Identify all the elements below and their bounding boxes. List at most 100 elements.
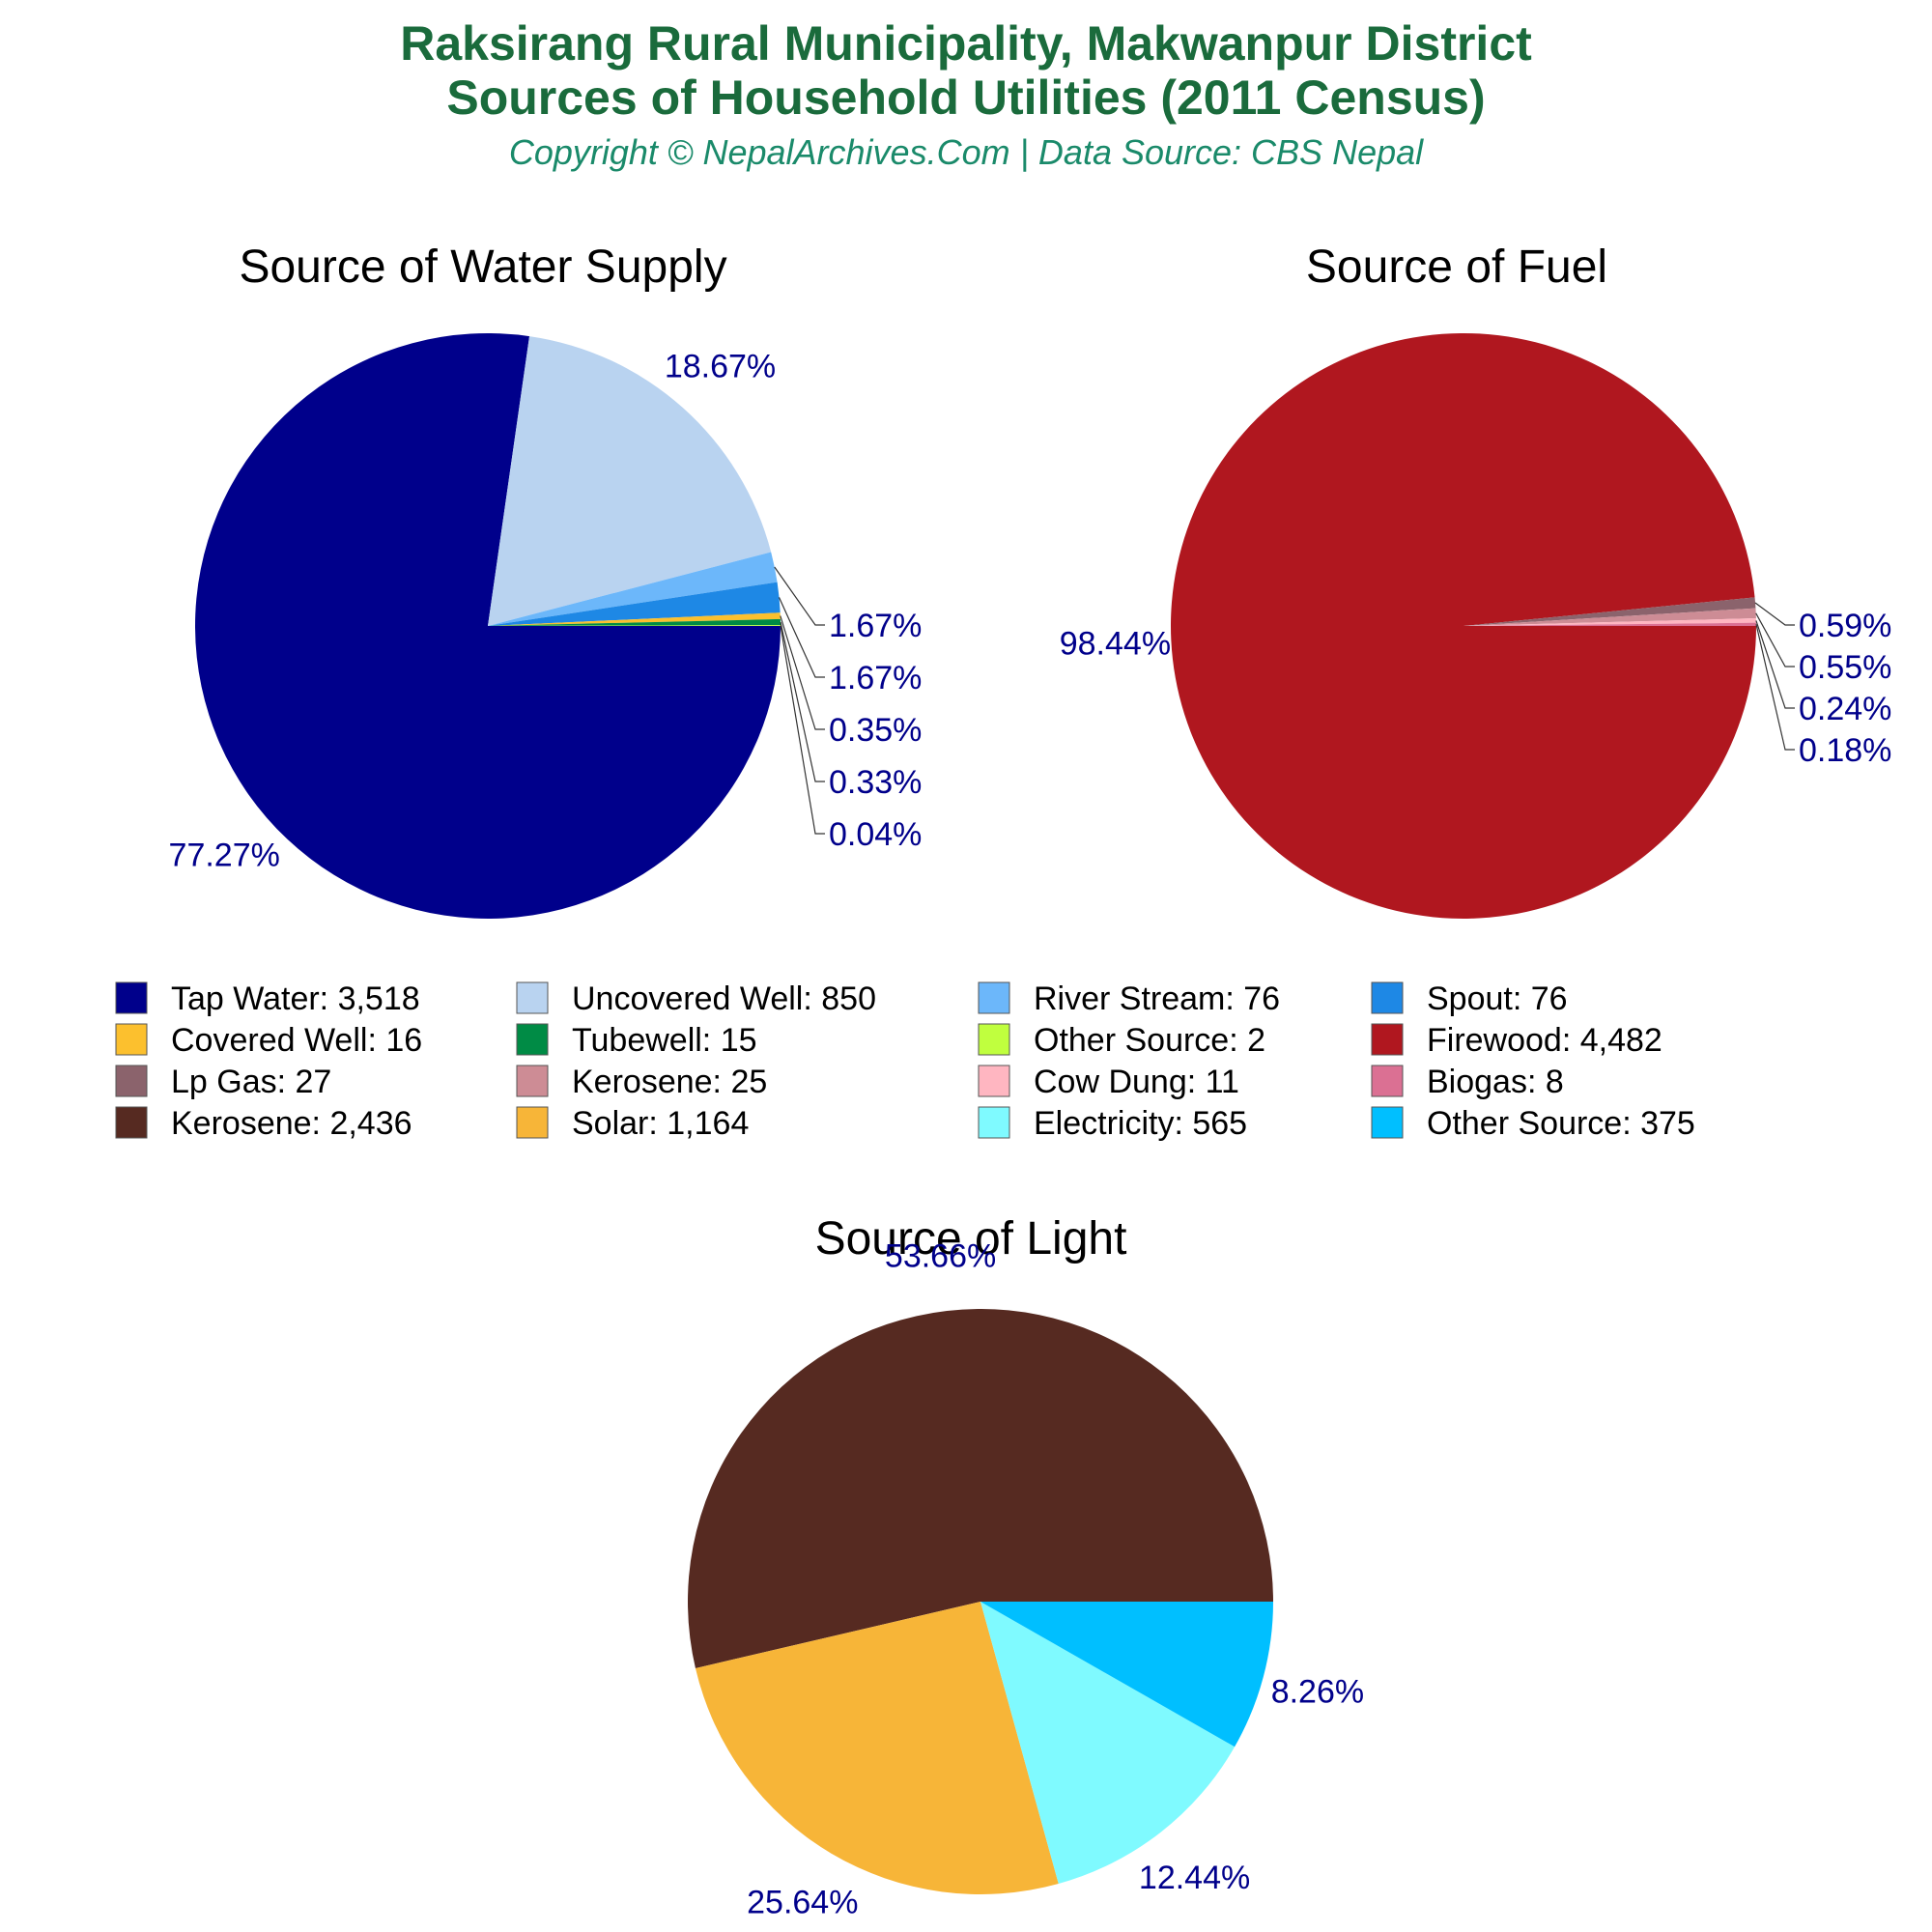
legend-swatch-solar-1-164	[516, 1106, 549, 1139]
fuel-slice-kerosene	[1463, 608, 1756, 626]
fuel-slice-lp-gas	[1463, 597, 1756, 626]
water-slice-other-source	[488, 625, 781, 626]
fuel-chart: Source of Fuel 98.44% 0.59% 0.55% 0.24% 0.18…	[1060, 242, 1891, 919]
legend-label-tap-water-3-518: Tap Water: 3,518	[171, 980, 420, 1017]
legend-item: Covered Well: 16	[115, 1022, 422, 1059]
legend-swatch-lp-gas-27	[115, 1065, 148, 1097]
legend-label-covered-well-16: Covered Well: 16	[171, 1022, 422, 1059]
legend-item: Electricity: 565	[978, 1105, 1247, 1142]
legend-swatch-firewood-4-482	[1371, 1023, 1404, 1056]
light-pct-label-kerosene: 53.66%	[885, 1237, 996, 1274]
light-pct-label-solar: 25.64%	[747, 1884, 858, 1920]
fuel-pct-label-lp-gas: 0.59%	[1799, 608, 1891, 644]
legend-label-kerosene-25: Kerosene: 25	[572, 1064, 767, 1100]
light-slice-other-source	[980, 1602, 1273, 1747]
fuel-pct-label-kerosene: 0.55%	[1799, 649, 1891, 686]
legend-item: Kerosene: 25	[516, 1064, 767, 1100]
water-slice-tubewell	[488, 618, 781, 626]
legend-swatch-river-stream-76	[978, 981, 1010, 1014]
light-slice-kerosene	[687, 1309, 1273, 1668]
legend-swatch-uncovered-well-850	[516, 981, 549, 1014]
legend-swatch-cow-dung-11	[978, 1065, 1010, 1097]
fuel-pct-label-cow-dung: 0.24%	[1799, 691, 1891, 727]
fuel-slice-biogas	[1463, 622, 1756, 626]
fuel-leader-line-cow-dung	[1755, 620, 1795, 709]
legend-label-other-source-375: Other Source: 375	[1427, 1105, 1695, 1142]
light-chart: Source of Light 53.66% 25.64% 12.44% 8.26%	[687, 1213, 1364, 1920]
light-title: Source of Light	[815, 1213, 1127, 1264]
legend-swatch-other-source-375	[1371, 1106, 1404, 1139]
legend-label-lp-gas-27: Lp Gas: 27	[171, 1064, 331, 1100]
light-slice-electricity	[980, 1602, 1236, 1885]
legend-item: Uncovered Well: 850	[516, 980, 876, 1017]
fuel-slice-firewood	[1171, 332, 1756, 919]
legend-label-kerosene-2-436: Kerosene: 2,436	[171, 1105, 412, 1142]
legend-swatch-tubewell-15	[516, 1023, 549, 1056]
legend-label-river-stream-76: River Stream: 76	[1034, 980, 1280, 1017]
fuel-pct-label-firewood: 98.44%	[1060, 626, 1171, 663]
water-pct-label-uncovered-well: 18.67%	[665, 349, 776, 385]
legend-item: Spout: 76	[1371, 980, 1568, 1017]
legend-label-firewood-4-482: Firewood: 4,482	[1427, 1022, 1662, 1059]
legend: Tap Water: 3,518 Uncovered Well: 850 River…	[115, 980, 1695, 1142]
fuel-pie: 98.44% 0.59% 0.55% 0.24% 0.18%	[1060, 332, 1891, 919]
legend-item: Other Source: 375	[1371, 1105, 1695, 1142]
legend-item: Tap Water: 3,518	[115, 980, 420, 1017]
fuel-leader-line-biogas	[1755, 624, 1795, 751]
water-pct-label-tap-water: 77.27%	[169, 837, 280, 873]
water-pct-label-tubewell: 0.33%	[829, 764, 922, 801]
legend-item: Kerosene: 2,436	[115, 1105, 412, 1142]
light-slice-solar	[695, 1602, 1059, 1894]
legend-swatch-kerosene-25	[516, 1065, 549, 1097]
legend-label-other-source-2: Other Source: 2	[1034, 1022, 1265, 1059]
water-pct-label-other-source: 0.04%	[829, 816, 922, 853]
water-slice-tap-water	[194, 332, 781, 919]
water-pct-label-covered-well: 0.35%	[829, 712, 922, 749]
legend-item: Biogas: 8	[1371, 1064, 1564, 1100]
light-pct-label-electricity: 12.44%	[1139, 1860, 1250, 1896]
main-title-line1: Raksirang Rural Municipality, Makwanpur …	[400, 16, 1532, 71]
legend-swatch-electricity-565	[978, 1106, 1010, 1139]
legend-item: Firewood: 4,482	[1371, 1022, 1662, 1059]
copyright-subtitle: Copyright © NepalArchives.Com | Data Sou…	[509, 132, 1424, 172]
legend-item: Other Source: 2	[978, 1022, 1265, 1059]
legend-item: Cow Dung: 11	[978, 1064, 1239, 1100]
main-title-line2: Sources of Household Utilities (2011 Cen…	[446, 71, 1485, 125]
water-leader-line-other-source	[780, 625, 825, 835]
light-pct-label-other-source: 8.26%	[1271, 1674, 1364, 1711]
legend-swatch-spout-76	[1371, 981, 1404, 1014]
fuel-leader-line-lp-gas	[1754, 602, 1795, 626]
figure-header: Raksirang Rural Municipality, Makwanpur …	[400, 16, 1532, 172]
fuel-title: Source of Fuel	[1306, 242, 1607, 293]
legend-swatch-covered-well-16	[115, 1023, 148, 1056]
legend-label-tubewell-15: Tubewell: 15	[572, 1022, 757, 1059]
light-pie: 53.66% 25.64% 12.44% 8.26%	[687, 1237, 1364, 1920]
legend-item: River Stream: 76	[978, 980, 1280, 1017]
water-slice-covered-well	[488, 612, 781, 626]
water-slice-uncovered-well	[488, 336, 772, 626]
fuel-slice-cow-dung	[1463, 618, 1756, 626]
water-supply-title: Source of Water Supply	[239, 242, 726, 293]
water-pct-label-spout: 1.67%	[829, 660, 922, 696]
legend-label-uncovered-well-850: Uncovered Well: 850	[572, 980, 876, 1017]
fuel-pct-label-biogas: 0.18%	[1799, 732, 1891, 769]
legend-label-electricity-565: Electricity: 565	[1034, 1105, 1247, 1142]
legend-swatch-other-source-2	[978, 1023, 1010, 1056]
legend-swatch-tap-water-3-518	[115, 981, 148, 1014]
fuel-leader-line-kerosene	[1755, 612, 1795, 668]
legend-swatch-kerosene-2-436	[115, 1106, 148, 1139]
water-leader-line-tubewell	[780, 621, 825, 782]
water-leader-line-river-stream	[774, 566, 825, 626]
water-slice-river-stream	[488, 552, 778, 626]
legend-label-cow-dung-11: Cow Dung: 11	[1034, 1064, 1239, 1100]
water-leader-line-spout	[778, 597, 825, 678]
legend-label-spout-76: Spout: 76	[1427, 980, 1568, 1017]
legend-item: Tubewell: 15	[516, 1022, 757, 1059]
water-slice-spout	[488, 582, 781, 626]
legend-item: Lp Gas: 27	[115, 1064, 331, 1100]
legend-item: Solar: 1,164	[516, 1105, 749, 1142]
legend-label-biogas-8: Biogas: 8	[1427, 1064, 1564, 1100]
water-pct-label-river-stream: 1.67%	[829, 608, 922, 644]
legend-swatch-biogas-8	[1371, 1065, 1404, 1097]
